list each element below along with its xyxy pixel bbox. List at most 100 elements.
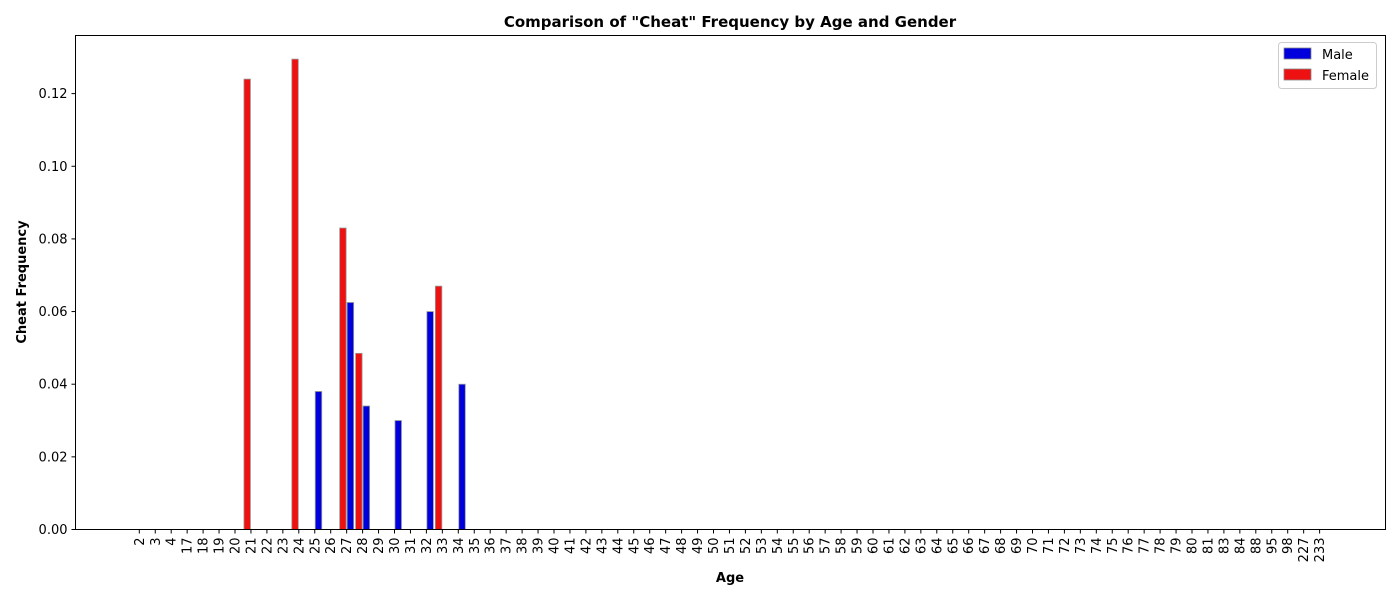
x-tick-label: 24 <box>292 538 307 555</box>
x-tick-label: 26 <box>324 538 339 555</box>
x-tick-label: 71 <box>1042 538 1057 555</box>
bar-female-age-33 <box>434 285 443 530</box>
chart-title: Comparison of "Cheat" Frequency by Age a… <box>504 13 957 31</box>
x-tick-label: 50 <box>707 538 722 555</box>
x-tick-label: 95 <box>1265 538 1280 555</box>
plot-frame <box>75 35 1386 530</box>
x-tick-label: 79 <box>1170 538 1185 555</box>
x-tick-label: 68 <box>994 538 1009 555</box>
y-tick-label: 0.06 <box>39 305 68 320</box>
legend-label-female: Female <box>1322 69 1369 84</box>
x-tick-label: 32 <box>420 538 435 555</box>
x-tick-label: 21 <box>244 538 259 555</box>
y-tick-label: 0.00 <box>39 523 68 538</box>
x-tick-label: 55 <box>787 538 802 555</box>
x-tick-label: 23 <box>276 538 291 555</box>
x-tick-label: 2 <box>133 538 148 546</box>
x-axis-label: Age <box>716 571 744 586</box>
x-tick-label: 80 <box>1186 538 1201 555</box>
x-tick-label: 66 <box>962 538 977 555</box>
bar-male-age-27 <box>346 302 355 530</box>
x-tick-label: 65 <box>946 538 961 555</box>
x-tick-label: 45 <box>627 538 642 555</box>
x-tick-label: 76 <box>1122 538 1137 555</box>
x-tick-label: 27 <box>340 538 355 555</box>
x-tick-label: 57 <box>819 538 834 555</box>
x-tick-label: 25 <box>308 538 323 555</box>
x-tick-label: 48 <box>675 538 690 555</box>
x-tick-label: 17 <box>181 538 196 555</box>
legend-label-male: Male <box>1322 48 1353 63</box>
bar-male-age-34 <box>458 383 466 530</box>
x-tick-label: 19 <box>213 538 228 555</box>
x-tick-label: 67 <box>978 538 993 555</box>
x-tick-label: 28 <box>356 538 371 555</box>
x-tick-label: 54 <box>771 538 786 555</box>
y-tick-label: 0.12 <box>39 87 68 102</box>
bar-male-age-28 <box>362 405 371 530</box>
x-tick-label: 78 <box>1154 538 1169 555</box>
legend-swatch-female <box>1283 68 1312 81</box>
x-tick-label: 77 <box>1138 538 1153 555</box>
y-tick-label: 0.10 <box>39 160 68 175</box>
x-tick-label: 227 <box>1297 538 1312 563</box>
x-tick-label: 20 <box>229 538 244 555</box>
x-tick-label: 38 <box>516 538 531 555</box>
bar-male-age-30 <box>394 420 402 530</box>
bar-female-age-21 <box>243 78 251 530</box>
x-tick-label: 29 <box>372 538 387 555</box>
x-tick-label: 98 <box>1281 538 1296 555</box>
bar-male-age-25 <box>314 391 323 530</box>
x-tick-label: 37 <box>500 538 515 555</box>
bar-female-age-24 <box>291 58 299 530</box>
x-tick-label: 61 <box>882 538 897 555</box>
y-axis: 0.00 0.02 0.04 0.06 0.08 0.10 0.12 <box>39 87 76 538</box>
x-tick-label: 75 <box>1106 538 1121 555</box>
x-tick-label: 69 <box>1010 538 1025 555</box>
x-tick-label: 44 <box>611 538 626 555</box>
x-tick-label: 31 <box>404 538 419 555</box>
bar-female-age-27 <box>339 227 347 530</box>
y-tick-label: 0.08 <box>39 232 68 247</box>
x-tick-label: 83 <box>1217 538 1232 555</box>
legend-swatch-male <box>1283 47 1312 60</box>
y-axis-label: Cheat Frequency <box>15 220 30 344</box>
x-tick-label: 34 <box>452 538 467 555</box>
x-tick-label: 30 <box>388 538 403 555</box>
x-tick-label: 49 <box>691 538 706 555</box>
bar-female-age-28 <box>355 352 363 530</box>
x-tick-label: 58 <box>835 538 850 555</box>
x-tick-label: 3 <box>149 538 164 546</box>
x-tick-label: 51 <box>723 538 738 555</box>
x-tick-label: 72 <box>1058 538 1073 555</box>
x-tick-label: 4 <box>165 538 180 546</box>
x-tick-label: 53 <box>755 538 770 555</box>
x-tick-label: 233 <box>1313 538 1328 563</box>
x-tick-label: 47 <box>659 538 674 555</box>
x-tick-label: 56 <box>803 538 818 555</box>
x-axis: 2 3 4 17 18 19 20 21 22 23 24 25 26 27 28 29 30 31 32 33 34 3… <box>133 529 1328 563</box>
x-tick-label: 41 <box>563 538 578 555</box>
x-tick-label: 43 <box>595 538 610 555</box>
legend: Male Female <box>1278 42 1377 89</box>
x-tick-label: 73 <box>1074 538 1089 555</box>
x-tick-label: 60 <box>867 538 882 555</box>
x-tick-label: 81 <box>1201 538 1216 555</box>
x-tick-label: 42 <box>579 538 594 555</box>
x-tick-label: 59 <box>851 538 866 555</box>
bar-male-age-32 <box>426 311 434 530</box>
x-tick-label: 62 <box>898 538 913 555</box>
x-tick-label: 22 <box>260 538 275 555</box>
x-tick-label: 64 <box>930 538 945 555</box>
x-tick-label: 63 <box>914 538 929 555</box>
x-tick-label: 40 <box>548 538 563 555</box>
x-tick-label: 36 <box>484 538 499 555</box>
y-tick-label: 0.02 <box>39 450 68 465</box>
x-tick-label: 70 <box>1026 538 1041 555</box>
x-tick-label: 35 <box>468 538 483 555</box>
bars-layer <box>243 58 466 530</box>
x-tick-label: 46 <box>643 538 658 555</box>
y-tick-label: 0.04 <box>39 378 68 393</box>
x-tick-label: 84 <box>1233 538 1248 555</box>
